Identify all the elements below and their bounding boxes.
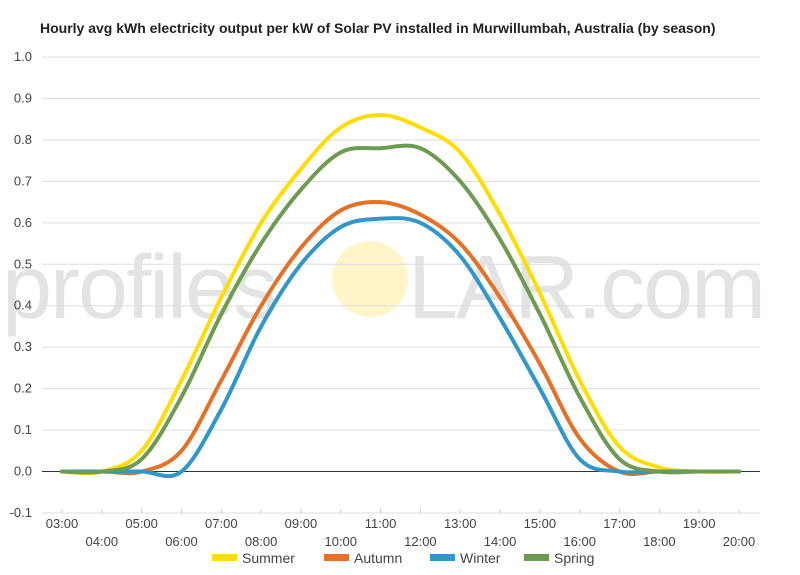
y-tick-label: 0.2	[14, 381, 32, 396]
x-tick-label: 09:00	[285, 516, 318, 531]
watermark-sun-icon	[332, 241, 408, 317]
legend-label-winter: Winter	[460, 550, 501, 566]
x-tick-label: 05:00	[125, 516, 158, 531]
series-lines	[60, 113, 741, 479]
chart-title: Hourly avg kWh electricity output per kW…	[40, 20, 716, 36]
legend-label-autumn: Autumn	[354, 550, 402, 566]
x-tick-label: 03:00	[46, 516, 79, 531]
watermark: profiles LAR.com	[2, 238, 766, 338]
x-tick-label: 15:00	[524, 516, 557, 531]
legend-swatch-winter	[430, 554, 455, 561]
x-tick-label: 18:00	[643, 534, 676, 549]
series-line-spring	[60, 143, 741, 475]
y-tick-label: 0.8	[14, 132, 32, 147]
y-tick-label: -0.1	[10, 505, 32, 520]
x-tick-label: 10:00	[324, 534, 357, 549]
legend-item-autumn[interactable]: Autumn	[324, 550, 402, 566]
legend-item-summer[interactable]: Summer	[212, 550, 295, 566]
x-tick-label: 04:00	[86, 534, 119, 549]
series-spring	[60, 143, 741, 475]
watermark-text-after: LAR.com	[408, 238, 764, 338]
legend-label-summer: Summer	[242, 550, 295, 566]
y-tick-label: 0.3	[14, 339, 32, 354]
x-tick-label: 12:00	[404, 534, 437, 549]
y-tick-label: 1.0	[14, 49, 32, 64]
y-tick-label: 0.5	[14, 256, 32, 271]
x-tick-label: 06:00	[165, 534, 198, 549]
x-tick-label: 08:00	[245, 534, 278, 549]
x-tick-label: 13:00	[444, 516, 477, 531]
y-tick-label: 0.4	[14, 298, 32, 313]
x-tick-label: 14:00	[484, 534, 517, 549]
y-tick-label: 0.6	[14, 215, 32, 230]
series-line-winter	[60, 216, 741, 479]
x-tick-label: 16:00	[563, 534, 596, 549]
y-tick-label: 0.1	[14, 422, 32, 437]
y-tick-label: 0.7	[14, 173, 32, 188]
x-tick-label: 11:00	[365, 516, 397, 531]
legend[interactable]: Summer Autumn Winter Spring	[212, 550, 594, 566]
watermark-text-before: profiles	[2, 238, 276, 338]
x-tick-label: 07:00	[205, 516, 238, 531]
x-axis-tick-labels: 03:00 05:00 07:00 09:00 11:00 13:00 15:00 17:00…	[46, 516, 756, 549]
series-winter	[60, 216, 741, 479]
x-tick-label: 19:00	[683, 516, 716, 531]
legend-label-spring: Spring	[554, 550, 594, 566]
legend-item-spring[interactable]: Spring	[524, 550, 594, 566]
legend-item-winter[interactable]: Winter	[430, 550, 501, 566]
y-axis-tick-labels: 1.0 0.9 0.8 0.7 0.6 0.5 0.4 0.3 0.2 0.1 0.0 -0.1	[10, 49, 32, 520]
x-tick-label: 17:00	[603, 516, 636, 531]
y-tick-label: 0.9	[14, 90, 32, 105]
legend-swatch-spring	[524, 554, 549, 561]
y-tick-label: 0.0	[14, 464, 32, 479]
legend-swatch-autumn	[324, 554, 349, 561]
legend-swatch-summer	[212, 554, 237, 561]
x-tick-label: 20:00	[723, 534, 756, 549]
series-summer	[60, 113, 741, 476]
series-line-summer	[60, 113, 741, 476]
